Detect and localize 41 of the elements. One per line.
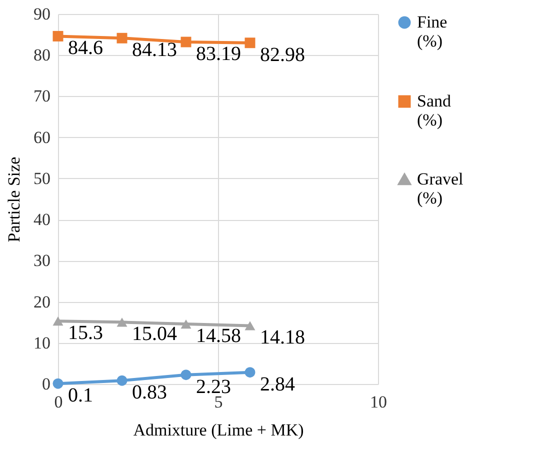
point [244,321,256,330]
point [52,316,64,326]
x-tick-label: 10 [370,392,387,412]
y-tick-label: 10 [34,333,50,352]
data-label: 84.6 [68,37,103,60]
point [52,378,64,389]
data-label: 2.84 [260,373,295,396]
y-tick-label: 50 [34,168,50,188]
point [116,32,128,44]
y-tick-label: 80 [34,46,50,65]
y-tick-label: 20 [34,292,50,312]
point [180,320,192,329]
data-label: 14.58 [196,325,241,348]
legend-label: Sand (%) [417,92,452,130]
point [244,367,256,378]
point [116,318,128,327]
point [180,370,192,380]
point [52,30,64,42]
x-tick-label: 0 [54,392,63,412]
x-tick-label: 5 [214,392,223,412]
data-label: 82.98 [260,44,305,66]
data-label: 14.18 [260,326,305,349]
legend-label: Gravel (%) [417,170,464,208]
data-label: 83.19 [196,42,241,65]
y-tick-label: 70 [34,86,50,106]
data-label: 84.13 [132,39,177,62]
data-label: 15.04 [132,323,177,346]
point [116,375,128,386]
data-label: 0.1 [68,384,93,407]
point [244,38,256,48]
data-label: 0.83 [132,382,167,404]
data-label: 15.3 [68,322,103,344]
y-tick-label: 40 [34,210,50,230]
legend-label: Fine (%) [417,12,448,50]
y-tick-label: 60 [34,128,50,147]
point [180,36,192,48]
x-axis-title: Admixture (Lime + MK) [133,420,304,440]
y-axis-title: Particle Size [4,156,24,242]
y-tick-label: 90 [34,4,50,24]
y-tick-label: 0 [42,374,50,394]
y-tick-label: 30 [34,251,50,270]
